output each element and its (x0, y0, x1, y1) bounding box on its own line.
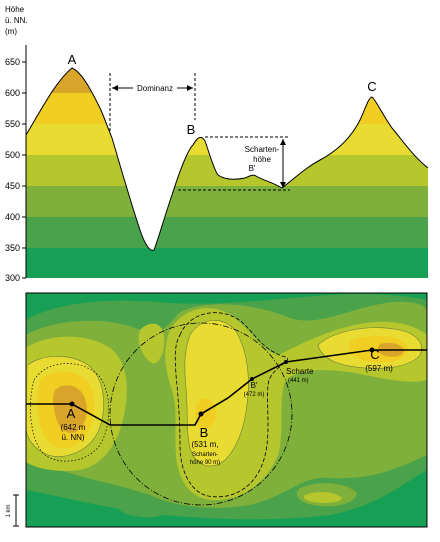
peak-b-label: B (187, 122, 196, 137)
ridge-path-a-b (26, 403, 202, 426)
axis-tick-label: 350 (5, 243, 20, 253)
map-scharte-elev: (441 m) (288, 378, 309, 384)
point-b-prime-marker (250, 377, 254, 381)
map-point-a-elev: (642 m (61, 423, 86, 432)
terrain-bands (26, 68, 428, 278)
axis-tick-label: 550 (5, 119, 20, 129)
map-point-b-sub: höhe 90 m) (190, 460, 220, 466)
axis-tick-label: 650 (5, 57, 20, 67)
axis-tick-label: 400 (5, 212, 20, 222)
peak-b-prime-label: B' (249, 164, 256, 173)
map-scale-bar: 1 km (6, 494, 19, 527)
elevation-profile: 650 600 550 500 450 400 350 300 Höhe ü. … (5, 5, 429, 283)
point-c-marker (369, 347, 375, 353)
scharte-marker (284, 360, 288, 364)
map-point-c-label: C (370, 347, 379, 362)
point-a-marker (69, 401, 75, 407)
peak-a-label: A (68, 52, 77, 67)
axis-title: (m) (5, 27, 17, 36)
schartenhoehe-marker: Scharten- höhe (178, 136, 290, 191)
dominanz-label: Dominanz (137, 84, 173, 93)
map-point-a-ref: ü. NN) (61, 433, 84, 442)
map-point-b-prime-elev: (472 m) (244, 392, 265, 398)
map-point-b-elev: (531 m, (191, 440, 218, 449)
axis-tick-label: 300 (5, 273, 20, 283)
axis-title: ü. NN. (5, 16, 28, 25)
map-point-c-elev: (597 m) (365, 364, 393, 373)
axis-title: Höhe (5, 5, 25, 14)
terrain-outline (25, 67, 429, 251)
map-point-b-label: B (200, 425, 209, 440)
contour-dotted-a (30, 363, 110, 462)
schartenhoehe-label: höhe (253, 155, 271, 164)
ridge-path-b-c (200, 349, 427, 415)
map-point-b-prime-label: B' (251, 381, 258, 390)
axis-tick-label: 600 (5, 88, 20, 98)
map-point-a-label: A (67, 406, 76, 421)
dominanz-marker: Dominanz (109, 73, 196, 133)
axis-tick-label: 450 (5, 181, 20, 191)
elevation-axis: 650 600 550 500 450 400 350 300 Höhe ü. … (5, 5, 28, 283)
axis-tick-label: 500 (5, 150, 20, 160)
map-scharte-label: Scharte (286, 367, 314, 376)
map-scale-label: 1 km (6, 504, 12, 517)
schartenhoehe-label: Scharten- (245, 145, 280, 154)
contour-dashed-b (174, 312, 289, 498)
contour-map: A (642 m ü. NN) B (531 m, Scharten- höhe… (6, 292, 428, 528)
peak-c-label: C (367, 79, 376, 94)
dominance-circle (109, 322, 293, 506)
point-b-marker (198, 411, 204, 417)
map-point-b-sub: Scharten- (192, 452, 218, 458)
